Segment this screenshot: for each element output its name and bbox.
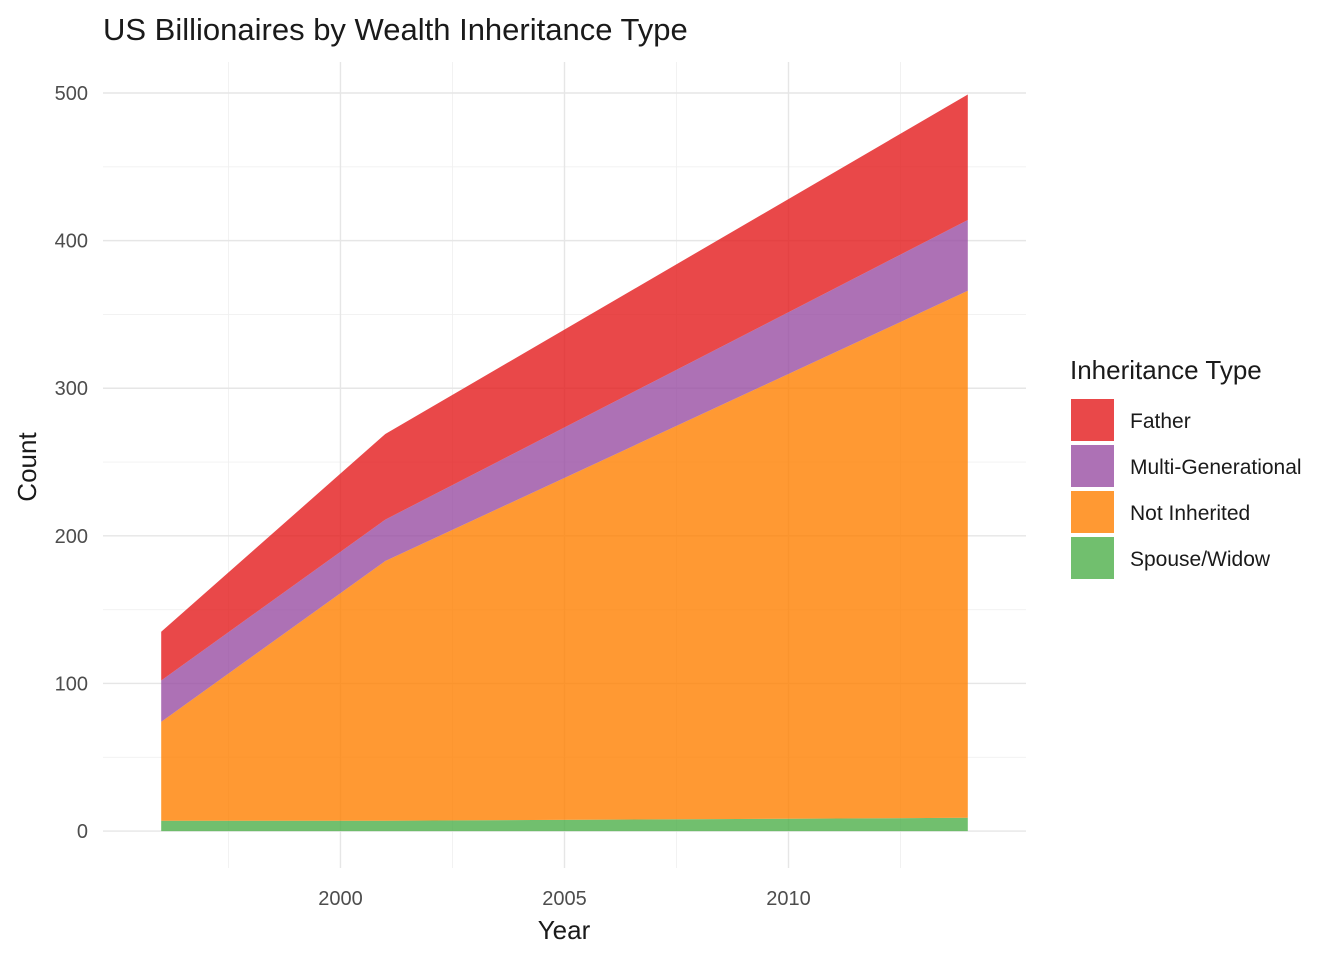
area-series [161, 94, 968, 832]
y-axis-ticks: 0 100 200 300 400 500 [55, 83, 88, 843]
area-father [161, 94, 968, 681]
legend: Inheritance Type Father Multi-Generationa… [1070, 355, 1302, 579]
legend-swatch-father [1071, 399, 1114, 441]
area-multi-generational [161, 220, 968, 722]
legend-label-multi-generational: Multi-Generational [1130, 456, 1302, 479]
area-spouse-widow [161, 817, 968, 832]
y-tick-label: 400 [55, 231, 88, 253]
x-tick-label: 2000 [318, 888, 363, 910]
legend-swatch-multi-generational [1071, 445, 1114, 487]
area-not-inherited [161, 290, 968, 821]
legend-swatch-not-inherited [1071, 491, 1114, 533]
x-axis-title: Year [538, 915, 591, 945]
y-tick-label: 500 [55, 83, 88, 105]
legend-label-father: Father [1130, 410, 1191, 433]
legend-swatch-spouse-widow [1071, 537, 1114, 579]
legend-label-spouse-widow: Spouse/Widow [1130, 548, 1271, 571]
x-tick-label: 2005 [542, 888, 587, 910]
legend-title: Inheritance Type [1070, 355, 1262, 385]
y-tick-label: 0 [77, 821, 88, 843]
x-axis-ticks: 2000 2005 2010 [318, 888, 811, 910]
y-axis-title: Count [12, 432, 42, 502]
y-tick-label: 300 [55, 378, 88, 400]
x-tick-label: 2010 [766, 888, 811, 910]
legend-label-not-inherited: Not Inherited [1130, 502, 1250, 525]
y-tick-label: 100 [55, 673, 88, 695]
y-tick-label: 200 [55, 526, 88, 548]
chart-title: US Billionaires by Wealth Inheritance Ty… [103, 12, 688, 47]
